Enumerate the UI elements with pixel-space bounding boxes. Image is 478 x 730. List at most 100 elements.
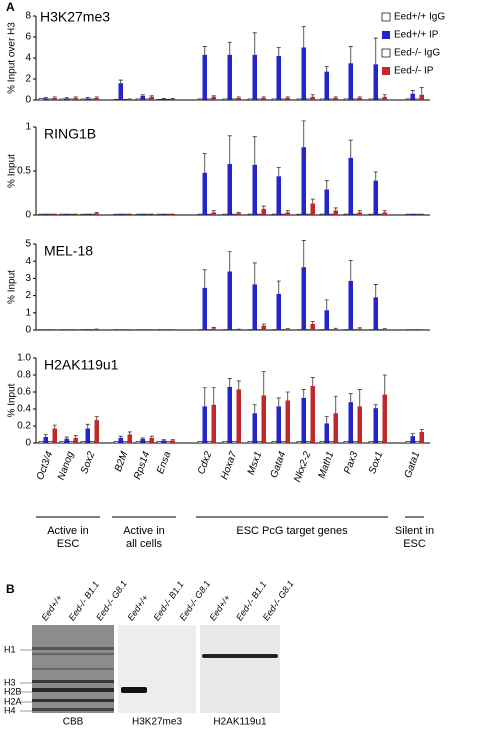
bar — [280, 213, 286, 216]
bar — [301, 147, 306, 215]
y-tick-label: 5 — [25, 239, 31, 250]
bar — [59, 440, 65, 444]
bar — [52, 428, 57, 443]
bar — [202, 406, 207, 443]
bar — [236, 389, 241, 443]
bar — [59, 213, 65, 216]
y-axis-label: % Input over H3 — [7, 22, 18, 94]
error-bar — [227, 251, 232, 272]
bar — [373, 408, 378, 443]
error-bar — [333, 327, 338, 330]
bar — [419, 214, 424, 215]
bar — [118, 83, 123, 100]
bar — [261, 395, 266, 443]
bar — [252, 284, 257, 330]
bar — [197, 440, 203, 444]
error-bar — [310, 198, 315, 204]
bar — [231, 213, 237, 216]
error-bar — [276, 167, 281, 177]
error-bar — [202, 387, 207, 407]
error-bar — [348, 139, 353, 158]
bar — [38, 213, 44, 216]
error-bar — [419, 87, 424, 95]
bar — [43, 437, 48, 443]
bar — [301, 397, 306, 443]
legend-label: Eed-/- IgG — [394, 48, 440, 59]
error-bar — [64, 436, 69, 439]
error-bar — [85, 96, 90, 99]
bar — [310, 203, 315, 215]
error-bar — [285, 391, 290, 401]
error-bar — [301, 240, 306, 268]
group-label: all cells — [126, 538, 163, 550]
error-bar — [236, 211, 241, 214]
error-bar — [261, 205, 266, 209]
bar — [197, 98, 203, 101]
error-bar — [357, 327, 362, 329]
bar — [324, 310, 329, 330]
bar — [38, 440, 44, 444]
bar — [276, 55, 281, 100]
bar — [161, 440, 166, 443]
error-bar — [382, 328, 387, 330]
bar — [310, 323, 315, 330]
x-tick-label: Pax3 — [342, 450, 360, 476]
error-bar — [324, 180, 329, 190]
error-bar — [211, 210, 216, 213]
bar — [271, 98, 277, 101]
bar — [231, 98, 237, 101]
bar — [85, 214, 90, 215]
bar — [405, 213, 411, 216]
bar — [89, 440, 95, 444]
error-bar — [202, 153, 207, 173]
bar — [165, 440, 171, 444]
error-bar — [324, 66, 329, 72]
error-bar — [310, 321, 315, 324]
group-label: Silent in — [395, 525, 434, 537]
bar — [256, 213, 262, 216]
x-tick-label: Nkx2-2 — [292, 450, 313, 484]
error-bar — [73, 434, 78, 438]
x-tick-label: Hoxa7 — [219, 450, 239, 481]
bar — [261, 325, 266, 330]
error-bar — [410, 433, 415, 437]
y-tick-label: 0.2 — [17, 421, 31, 432]
bar — [414, 213, 420, 216]
bar — [276, 293, 281, 330]
x-tick-label: Oct3/4 — [35, 450, 56, 482]
error-bar — [276, 280, 281, 294]
error-bar — [373, 37, 378, 65]
y-tick-label: 0.8 — [17, 370, 31, 381]
bar — [271, 213, 277, 216]
bar — [261, 97, 266, 100]
x-tick-label: Rps14 — [132, 450, 152, 481]
bar — [348, 63, 353, 100]
bar — [256, 440, 262, 444]
blot-caption: H3K27me3 — [132, 717, 182, 728]
bar — [222, 98, 228, 101]
bar — [236, 213, 241, 215]
panel-title: RING1B — [44, 126, 96, 142]
error-bar — [285, 328, 290, 330]
error-bar — [211, 327, 216, 329]
error-bar — [202, 46, 207, 55]
error-bar — [382, 210, 387, 213]
x-tick-label: Msx1 — [246, 450, 265, 476]
marker-label: H1 — [4, 644, 16, 654]
bar — [252, 54, 257, 100]
x-tick-label: Ensa — [155, 450, 173, 476]
bar — [170, 214, 175, 215]
error-bar — [301, 389, 306, 398]
bar — [202, 172, 207, 215]
y-tick-label: 2 — [25, 290, 31, 301]
marker-label: H4 — [4, 705, 16, 715]
error-bar — [310, 377, 315, 387]
panel-title: H3K27me3 — [40, 9, 110, 25]
legend-swatch — [382, 31, 390, 39]
bar — [377, 98, 383, 101]
bar — [43, 214, 48, 215]
x-tick-label: Sox1 — [367, 450, 385, 475]
group-label: Active in — [47, 525, 89, 537]
bar — [357, 212, 362, 215]
bar — [373, 297, 378, 330]
